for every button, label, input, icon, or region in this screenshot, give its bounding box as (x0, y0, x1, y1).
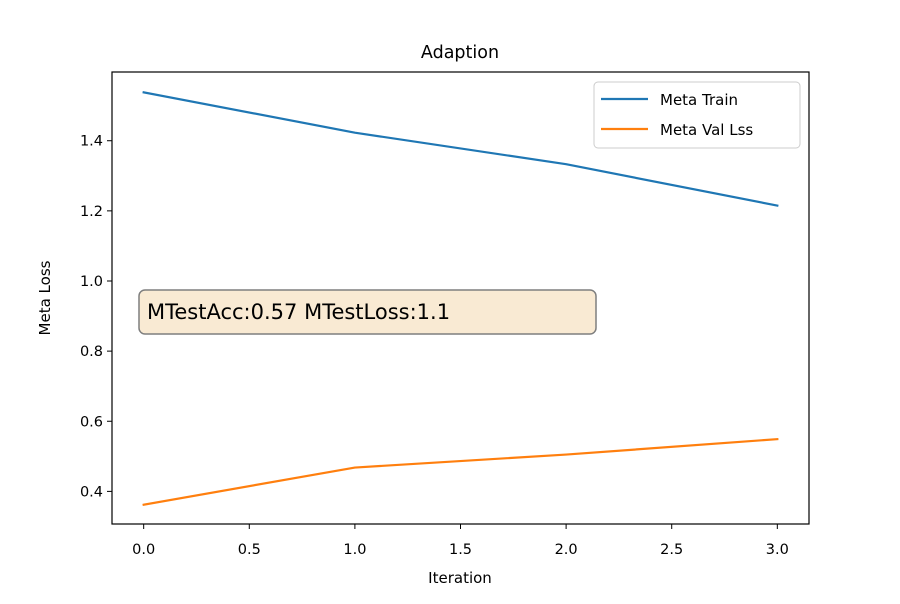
y-tick-label: 0.4 (80, 484, 103, 500)
legend-label-meta-val-lss: Meta Val Lss (660, 121, 753, 139)
y-tick-label: 0.8 (80, 344, 103, 360)
test-metrics-annotation: MTestAcc:0.57 MTestLoss:1.1 (139, 290, 596, 334)
y-axis-label: Meta Loss (36, 260, 54, 335)
x-axis-label: Iteration (428, 569, 492, 587)
legend-label-meta-train: Meta Train (660, 91, 738, 109)
y-tick-label: 1.2 (80, 204, 103, 220)
y-tick-label: 1.4 (80, 134, 103, 150)
x-tick-label: 0.5 (238, 542, 261, 558)
x-tick-label: 0.0 (132, 542, 155, 558)
x-tick-label: 1.5 (449, 542, 472, 558)
x-tick-label: 2.5 (660, 542, 683, 558)
annotation-text: MTestAcc:0.57 MTestLoss:1.1 (147, 300, 450, 324)
chart-title: Adaption (421, 43, 499, 63)
y-tick-label: 1.0 (80, 274, 103, 290)
x-tick-label: 2.0 (555, 542, 578, 558)
legend: Meta Train Meta Val Lss (594, 82, 800, 148)
y-tick-label: 0.6 (80, 414, 103, 430)
x-tick-label: 3.0 (766, 542, 789, 558)
x-tick-label: 1.0 (343, 542, 366, 558)
